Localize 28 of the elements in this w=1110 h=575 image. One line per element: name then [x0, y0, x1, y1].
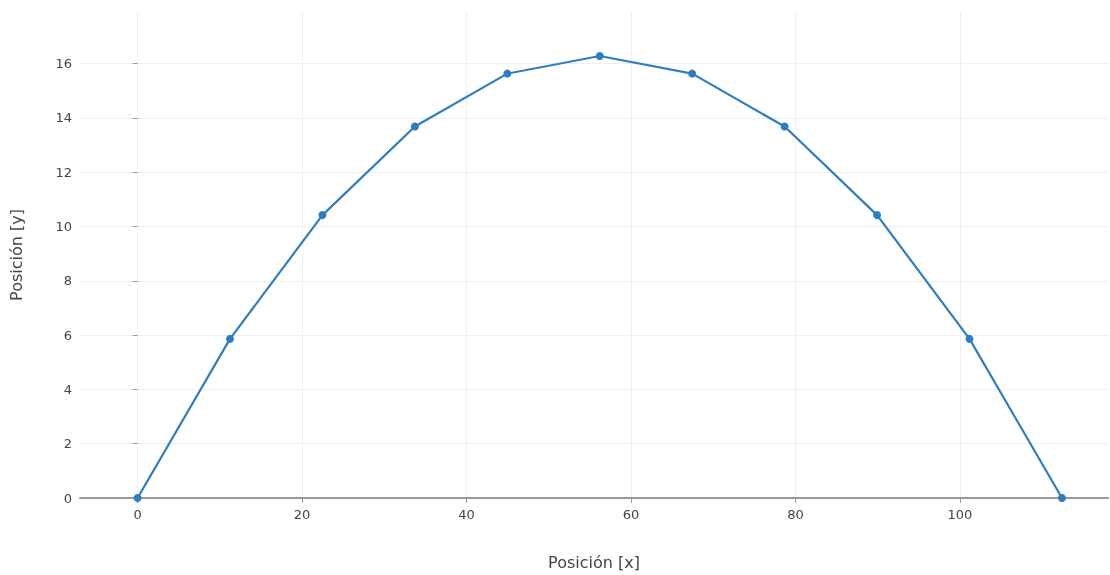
y-axis-title: Posición [y]: [6, 209, 26, 301]
x-tick-label: 20: [293, 507, 311, 522]
x-tick-label: 80: [787, 507, 804, 522]
x-tick-label: 40: [458, 507, 475, 522]
point: [595, 51, 604, 60]
point: [410, 122, 419, 131]
y-tick-label: 16: [55, 56, 72, 72]
point: [318, 211, 327, 220]
y-tick-label: 12: [55, 164, 72, 180]
y-tick-label: 2: [63, 436, 72, 452]
x-tick-label: 100: [947, 507, 973, 522]
point: [688, 69, 697, 78]
point: [873, 211, 882, 220]
y-tick-label: 8: [63, 273, 72, 289]
point: [965, 334, 974, 343]
point: [1057, 494, 1066, 502]
y-tick-label: 10: [55, 218, 72, 234]
point: [503, 69, 512, 78]
y-tick-label: 0: [63, 490, 72, 506]
point: [226, 334, 235, 343]
x-tick-label: 0: [133, 507, 142, 522]
y-tick-label: 4: [63, 381, 72, 397]
y-tick-label: 14: [55, 110, 72, 126]
x-tick-label: 60: [622, 507, 640, 522]
y-tick-label: 6: [63, 327, 72, 343]
x-axis-title: Posición [x]: [548, 552, 640, 572]
point: [780, 122, 789, 131]
point: [133, 494, 142, 502]
